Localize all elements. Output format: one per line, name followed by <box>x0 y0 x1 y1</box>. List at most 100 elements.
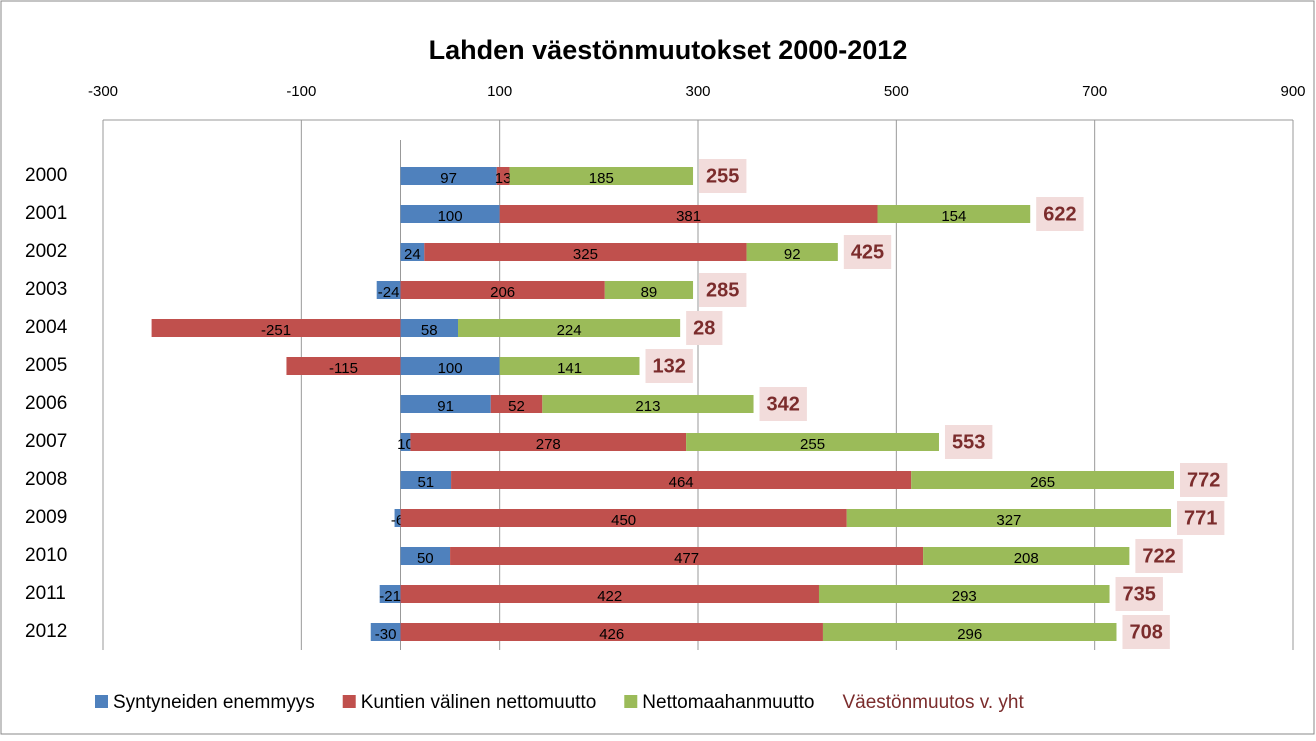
data-label: -21 <box>379 588 401 605</box>
legend-label: Nettomaahanmuutto <box>642 692 814 713</box>
total-label: 425 <box>851 241 884 263</box>
x-tick-label: 700 <box>1082 83 1107 100</box>
bar-segment <box>424 243 747 261</box>
bar-segment <box>846 509 1172 527</box>
y-tick-label: 2003 <box>25 279 67 300</box>
data-label: -30 <box>375 626 397 643</box>
legend-swatch <box>342 695 356 708</box>
total-label-bg <box>699 273 747 307</box>
data-label: 154 <box>941 208 966 225</box>
bar-segment <box>400 395 491 413</box>
data-label: 92 <box>784 246 801 263</box>
total-label: 342 <box>767 393 800 415</box>
bar-segment <box>400 357 500 375</box>
x-tick-label: 500 <box>884 83 909 100</box>
data-label: 296 <box>957 626 982 643</box>
total-label: 622 <box>1043 203 1076 225</box>
bar-segment <box>286 357 401 375</box>
data-label: 10 <box>397 436 414 453</box>
total-label: 553 <box>952 431 985 453</box>
bar-segment <box>400 243 425 261</box>
data-label: 224 <box>557 322 582 339</box>
bar-segment <box>410 433 687 451</box>
data-label: 381 <box>676 208 701 225</box>
data-label: -24 <box>378 284 400 301</box>
data-label: 97 <box>440 170 457 187</box>
y-tick-label: 2001 <box>25 203 67 224</box>
x-tick-label: 900 <box>1280 83 1305 100</box>
data-label: 50 <box>417 550 434 567</box>
data-label: -251 <box>261 322 291 339</box>
y-tick-label: 2010 <box>25 545 67 566</box>
legend-swatch <box>95 695 108 708</box>
data-label: 24 <box>404 246 421 263</box>
y-tick-label: 2007 <box>25 431 67 452</box>
total-label: 132 <box>652 355 685 377</box>
bar-segment <box>376 281 401 299</box>
total-label-bg <box>699 159 747 193</box>
bar-segment <box>400 585 819 603</box>
total-label-bg <box>843 235 892 269</box>
bar-segment <box>818 585 1110 603</box>
bar-segment <box>458 319 681 337</box>
bar-segment <box>822 623 1117 641</box>
total-label: 708 <box>1129 621 1162 643</box>
x-tick-label: -300 <box>88 83 118 100</box>
bar-segment <box>400 205 500 223</box>
legend-label: Väestönmuutos v. yht <box>842 692 1024 713</box>
data-label: 293 <box>952 588 977 605</box>
total-label-bg <box>1115 577 1163 611</box>
data-label: 89 <box>641 284 658 301</box>
bar-segment <box>400 319 459 337</box>
data-label: 52 <box>508 398 525 415</box>
bar-segment <box>379 585 401 603</box>
y-tick-label: 2002 <box>25 241 67 262</box>
bar-segment <box>400 623 823 641</box>
y-tick-label: 2012 <box>25 621 67 642</box>
x-tick-label: 300 <box>685 83 710 100</box>
bar-segment <box>400 471 452 489</box>
data-label: 58 <box>421 322 438 339</box>
chart-title: Lahden väestönmuutokset 2000-2012 <box>429 35 908 65</box>
x-tick-label: 100 <box>487 83 512 100</box>
total-label-bg <box>1036 197 1084 231</box>
total-label-bg <box>686 311 723 345</box>
total-label: 722 <box>1142 545 1175 567</box>
total-label-bg <box>759 387 807 421</box>
data-label: 141 <box>557 360 582 377</box>
total-label: 285 <box>706 279 739 301</box>
data-label: 278 <box>536 436 561 453</box>
bar-segment <box>370 623 401 641</box>
y-tick-label: 2005 <box>25 355 67 376</box>
total-label-bg <box>1135 539 1183 573</box>
total-label: 735 <box>1123 583 1156 605</box>
y-tick-label: 2004 <box>25 317 68 338</box>
data-label: 51 <box>417 474 434 491</box>
bar-segment <box>542 395 754 413</box>
bar-segment <box>923 547 1130 565</box>
bar-segment <box>400 281 605 299</box>
y-tick-label: 2006 <box>25 393 67 414</box>
legend-label: Kuntien välinen nettomuutto <box>361 692 597 713</box>
total-label-bg <box>1122 615 1170 649</box>
data-label: 185 <box>589 170 614 187</box>
total-label: 772 <box>1187 469 1220 491</box>
data-label: 100 <box>438 360 463 377</box>
data-label: 208 <box>1014 550 1039 567</box>
y-tick-label: 2011 <box>25 583 66 604</box>
bar-segment <box>877 205 1031 223</box>
bar-segment <box>746 243 838 261</box>
bar-segment <box>499 357 640 375</box>
bar-segment <box>509 167 694 185</box>
y-tick-label: 2000 <box>25 165 67 186</box>
bar-segment <box>400 547 451 565</box>
x-tick-label: -100 <box>286 83 316 100</box>
data-label: 265 <box>1030 474 1055 491</box>
data-label: 464 <box>669 474 694 491</box>
bar-segment <box>490 395 543 413</box>
legend-swatch <box>624 695 638 708</box>
total-label-bg <box>1180 463 1228 497</box>
bar-segment <box>499 205 878 223</box>
total-label-bg <box>645 349 693 383</box>
